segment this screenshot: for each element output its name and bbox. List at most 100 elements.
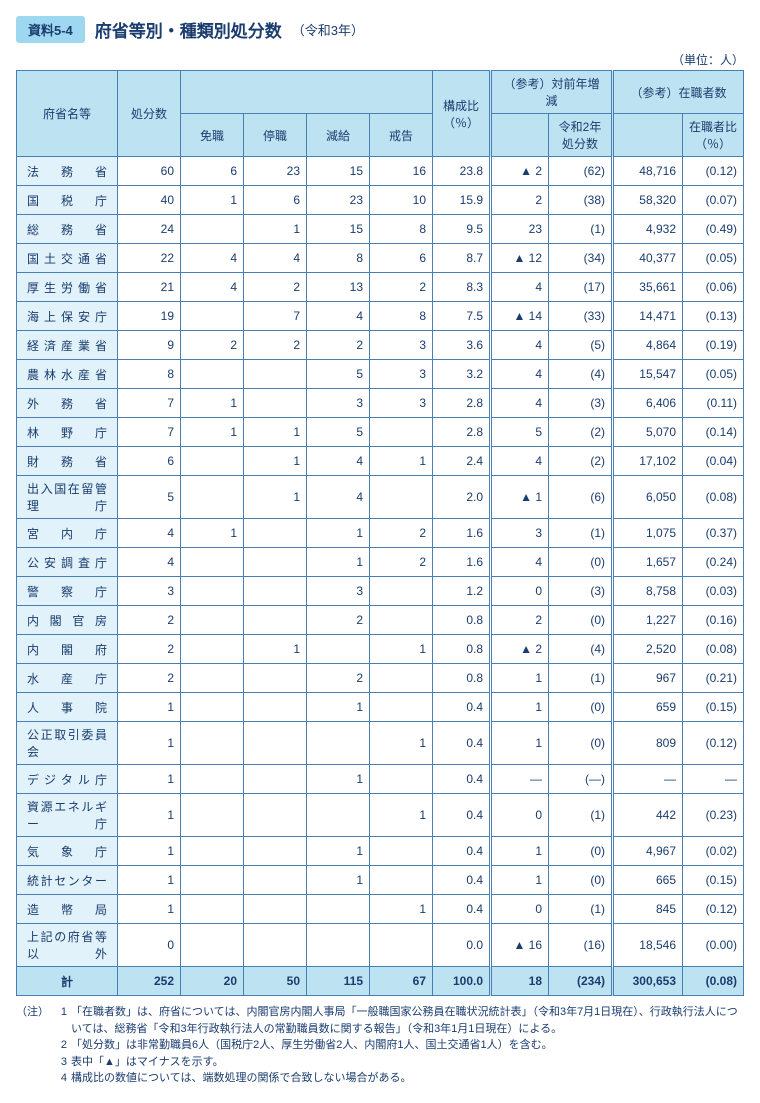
- table-row: 経済産業省922233.64(5)4,864(0.19): [17, 331, 744, 360]
- cell-name: 人事院: [17, 693, 118, 722]
- cell-diff: 2: [491, 606, 549, 635]
- cell-prev: (4): [549, 635, 613, 664]
- cell-epct: (0.07): [683, 186, 744, 215]
- cell-epct: (0.13): [683, 302, 744, 331]
- cell-epct: (0.23): [683, 794, 744, 837]
- cell-diff: ▲ 2: [491, 157, 549, 186]
- table-row: 資源エネルギー庁110.40(1)442(0.23): [17, 794, 744, 837]
- cell-name: 水産庁: [17, 664, 118, 693]
- cell-pct: 3.2: [433, 360, 491, 389]
- cell-name: 公安調査庁: [17, 548, 118, 577]
- cell-emp: 442: [613, 794, 683, 837]
- cell-s4: [370, 476, 433, 519]
- cell-prev: (2): [549, 447, 613, 476]
- table-row: 公安調査庁4121.64(0)1,657(0.24): [17, 548, 744, 577]
- cell-pct: 8.7: [433, 244, 491, 273]
- cell-pct: 0.8: [433, 664, 491, 693]
- cell-s3: 15: [307, 215, 370, 244]
- cell-s1: 1: [181, 519, 244, 548]
- cell-s1: 6: [181, 157, 244, 186]
- cell-s1: 20: [181, 967, 244, 996]
- cell-diff: 4: [491, 447, 549, 476]
- cell-s2: 50: [244, 967, 307, 996]
- cell-prev: (234): [549, 967, 613, 996]
- cell-emp: 5,070: [613, 418, 683, 447]
- cell-emp: 2,520: [613, 635, 683, 664]
- table-row: 農林水産省8533.24(4)15,547(0.05): [17, 360, 744, 389]
- cell-count: 0: [118, 924, 181, 967]
- cell-s3: 1: [307, 693, 370, 722]
- cell-count: 24: [118, 215, 181, 244]
- cell-epct: (0.02): [683, 837, 744, 866]
- cell-s3: [307, 794, 370, 837]
- cell-prev: (4): [549, 360, 613, 389]
- cell-s2: [244, 693, 307, 722]
- cell-diff: ▲ 16: [491, 924, 549, 967]
- cell-diff: ▲ 12: [491, 244, 549, 273]
- cell-epct: (0.12): [683, 722, 744, 765]
- cell-pct: 23.8: [433, 157, 491, 186]
- cell-s4: [370, 577, 433, 606]
- cell-name: 林野庁: [17, 418, 118, 447]
- cell-pct: 3.6: [433, 331, 491, 360]
- cell-s1: [181, 302, 244, 331]
- table-row: 上記の府省等以外00.0▲ 16(16)18,546(0.00): [17, 924, 744, 967]
- cell-name: 資源エネルギー庁: [17, 794, 118, 837]
- cell-s2: [244, 924, 307, 967]
- cell-count: 9: [118, 331, 181, 360]
- cell-emp: 1,075: [613, 519, 683, 548]
- cell-s3: 3: [307, 577, 370, 606]
- cell-prev: (2): [549, 418, 613, 447]
- cell-epct: (0.21): [683, 664, 744, 693]
- cell-s4: [370, 837, 433, 866]
- cell-pct: 0.4: [433, 794, 491, 837]
- cell-diff: 2: [491, 186, 549, 215]
- table-row: 国税庁4016231015.92(38)58,320(0.07): [17, 186, 744, 215]
- cell-emp: 809: [613, 722, 683, 765]
- cell-s1: [181, 722, 244, 765]
- cell-s4: 2: [370, 548, 433, 577]
- cell-name: 警察庁: [17, 577, 118, 606]
- cell-epct: (0.08): [683, 476, 744, 519]
- cell-pct: 0.4: [433, 895, 491, 924]
- cell-prev: (3): [549, 577, 613, 606]
- cell-count: 8: [118, 360, 181, 389]
- cell-epct: (0.05): [683, 244, 744, 273]
- cell-emp: 58,320: [613, 186, 683, 215]
- cell-pct: 15.9: [433, 186, 491, 215]
- cell-count: 2: [118, 606, 181, 635]
- cell-name: 国税庁: [17, 186, 118, 215]
- cell-count: 5: [118, 476, 181, 519]
- cell-prev: (38): [549, 186, 613, 215]
- table-row: 内閣官房220.82(0)1,227(0.16): [17, 606, 744, 635]
- cell-s2: 1: [244, 215, 307, 244]
- cell-epct: (0.11): [683, 389, 744, 418]
- cell-diff: 0: [491, 577, 549, 606]
- cell-s4: 16: [370, 157, 433, 186]
- cell-s4: 10: [370, 186, 433, 215]
- table-row: 造幣局110.40(1)845(0.12): [17, 895, 744, 924]
- cell-s2: 6: [244, 186, 307, 215]
- cell-prev: (33): [549, 302, 613, 331]
- cell-s1: [181, 693, 244, 722]
- cell-s4: 1: [370, 447, 433, 476]
- table-row: 内閣府2110.8▲ 2(4)2,520(0.08): [17, 635, 744, 664]
- col-diff: [491, 114, 549, 157]
- cell-name: 気象庁: [17, 837, 118, 866]
- cell-s1: [181, 360, 244, 389]
- cell-pct: 2.8: [433, 418, 491, 447]
- cell-s3: 8: [307, 244, 370, 273]
- cell-diff: 23: [491, 215, 549, 244]
- cell-s3: 3: [307, 389, 370, 418]
- cell-prev: (―): [549, 765, 613, 794]
- cell-s2: [244, 577, 307, 606]
- cell-s4: [370, 924, 433, 967]
- cell-diff: 0: [491, 895, 549, 924]
- cell-s2: [244, 389, 307, 418]
- cell-prev: (0): [549, 722, 613, 765]
- table-row: 外務省71332.84(3)6,406(0.11): [17, 389, 744, 418]
- cell-s4: 2: [370, 273, 433, 302]
- cell-prev: (0): [549, 837, 613, 866]
- cell-epct: (0.49): [683, 215, 744, 244]
- cell-count: 7: [118, 389, 181, 418]
